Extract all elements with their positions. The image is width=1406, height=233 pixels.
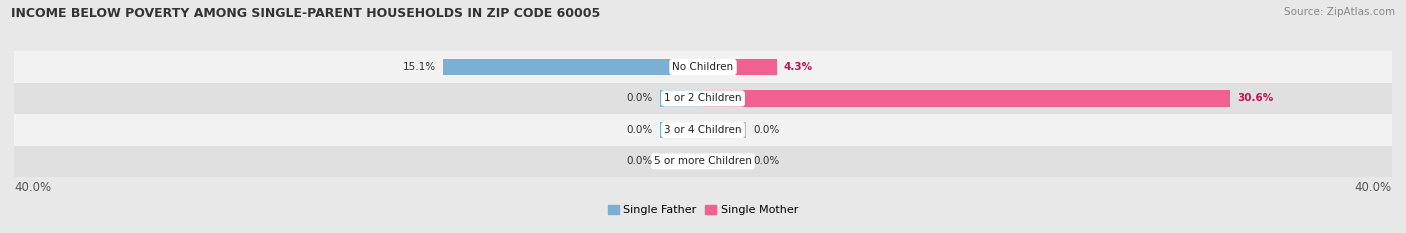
Bar (703, 122, 747, 138)
Text: 4.3%: 4.3% (785, 62, 813, 72)
Bar (14, 51, 1392, 83)
Text: 40.0%: 40.0% (14, 181, 51, 194)
Text: 0.0%: 0.0% (627, 156, 652, 166)
Text: No Children: No Children (672, 62, 734, 72)
Text: 5 or more Children: 5 or more Children (654, 156, 752, 166)
Bar (659, 90, 703, 107)
Text: 3 or 4 Children: 3 or 4 Children (664, 125, 742, 135)
Text: INCOME BELOW POVERTY AMONG SINGLE-PARENT HOUSEHOLDS IN ZIP CODE 60005: INCOME BELOW POVERTY AMONG SINGLE-PARENT… (11, 7, 600, 20)
Text: 0.0%: 0.0% (754, 156, 779, 166)
Bar (14, 114, 1392, 146)
Text: 0.0%: 0.0% (627, 125, 652, 135)
Text: Source: ZipAtlas.com: Source: ZipAtlas.com (1284, 7, 1395, 17)
Text: 0.0%: 0.0% (754, 125, 779, 135)
Bar (14, 83, 1392, 114)
Bar (659, 122, 703, 138)
Bar (14, 146, 1392, 177)
Bar (659, 153, 703, 169)
Text: 30.6%: 30.6% (1237, 93, 1274, 103)
Text: 40.0%: 40.0% (1355, 181, 1392, 194)
Bar (703, 90, 1230, 107)
Text: 0.0%: 0.0% (627, 93, 652, 103)
Bar (443, 59, 703, 75)
Text: 1 or 2 Children: 1 or 2 Children (664, 93, 742, 103)
Legend: Single Father, Single Mother: Single Father, Single Mother (603, 200, 803, 219)
Bar (703, 59, 778, 75)
Text: 15.1%: 15.1% (404, 62, 436, 72)
Bar (703, 153, 747, 169)
